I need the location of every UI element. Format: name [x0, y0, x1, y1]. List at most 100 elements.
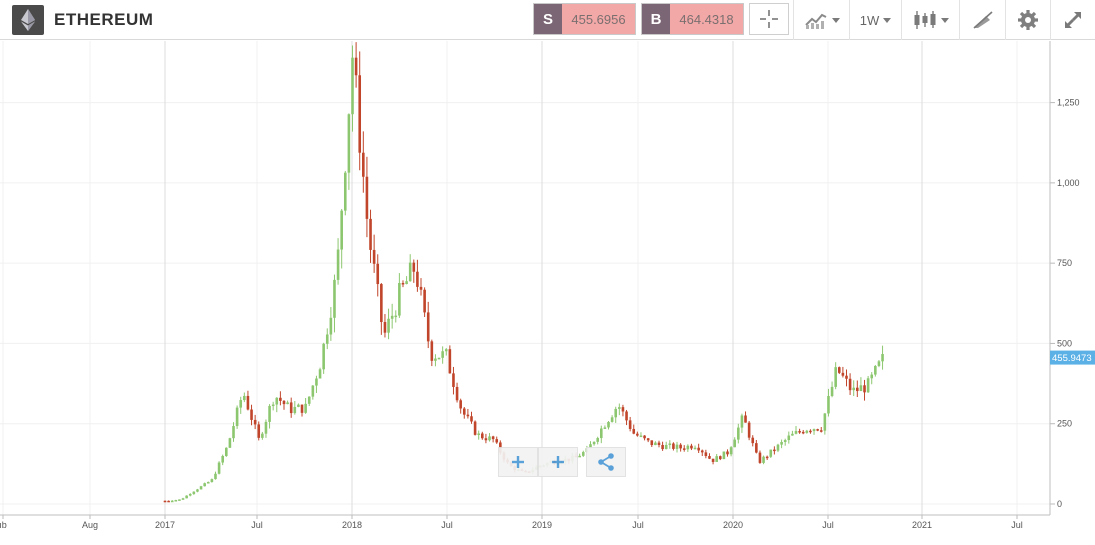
- interval-selector[interactable]: 1W: [849, 0, 901, 40]
- candle: [690, 443, 693, 451]
- candle-body: [769, 449, 773, 457]
- candle: [423, 287, 426, 317]
- candle: [206, 481, 210, 484]
- candle-body: [718, 456, 722, 460]
- candle: [430, 339, 434, 367]
- candle-body: [874, 365, 877, 375]
- x-tick-label: Aug: [82, 520, 98, 530]
- candle: [610, 415, 614, 423]
- buy-label: B: [642, 4, 670, 34]
- sell-button[interactable]: S 455.6956: [533, 3, 636, 35]
- candle: [816, 428, 819, 432]
- candle: [596, 436, 599, 445]
- candle-body: [722, 451, 726, 460]
- candle: [228, 437, 232, 449]
- candlestick-chart[interactable]: 0 250 500 750 1,000 1,250 ıb Aug 2017 Jul 2018 Jul 2…: [0, 41, 1095, 540]
- candle-body: [744, 415, 747, 423]
- candle-body: [733, 439, 737, 448]
- candle-body: [848, 378, 852, 391]
- price-chart[interactable]: 0 250 500 750 1,000 1,250 ıb Aug 2017 Jul 2018 Jul 2…: [0, 41, 1095, 540]
- candle: [365, 156, 369, 238]
- candle-body: [185, 495, 188, 499]
- candle-body: [358, 75, 362, 153]
- candle-body: [740, 415, 744, 428]
- crosshair-button[interactable]: [749, 3, 789, 35]
- candle: [376, 254, 380, 297]
- candle-body: [412, 262, 416, 272]
- candle-body: [668, 443, 672, 445]
- candle: [268, 404, 271, 429]
- candle: [679, 443, 682, 452]
- candle-body: [675, 444, 679, 449]
- candle: [192, 491, 196, 495]
- x-tick-label: Jul: [441, 520, 453, 530]
- candle-body: [704, 452, 708, 457]
- candle: [726, 449, 729, 457]
- candle: [614, 406, 618, 423]
- buy-button[interactable]: B 464.4318: [641, 3, 744, 35]
- candle-body: [340, 210, 343, 250]
- candle-body: [834, 367, 837, 387]
- candle-body: [408, 262, 412, 282]
- candle-body: [300, 404, 304, 413]
- candle: [408, 254, 412, 282]
- zoom-in-button[interactable]: [538, 447, 578, 477]
- candle-body: [819, 430, 823, 432]
- candle-body: [354, 57, 358, 76]
- candle-body: [199, 486, 203, 490]
- candle-body: [286, 402, 289, 405]
- candle: [657, 440, 661, 448]
- candle-body: [488, 436, 491, 441]
- candle: [729, 446, 733, 457]
- candle-body: [610, 417, 614, 422]
- candle-body: [646, 438, 650, 441]
- candle-body: [715, 456, 718, 462]
- candle: [769, 449, 773, 458]
- candle: [776, 443, 780, 453]
- candle-body: [390, 315, 394, 319]
- candle: [773, 446, 776, 455]
- share-controls: [586, 447, 626, 477]
- candle: [275, 397, 279, 413]
- candle-body: [682, 448, 686, 450]
- candle: [715, 453, 718, 462]
- candle: [239, 396, 243, 414]
- candle: [336, 238, 340, 285]
- expand-button[interactable]: [1050, 0, 1095, 40]
- indicators-button[interactable]: [793, 0, 849, 40]
- candle: [434, 354, 437, 367]
- candle: [383, 314, 387, 338]
- candle: [744, 411, 747, 423]
- share-button[interactable]: [586, 447, 626, 477]
- candle-body: [206, 482, 210, 484]
- candle: [394, 310, 398, 323]
- candle: [473, 420, 477, 436]
- candle-body: [589, 444, 592, 449]
- candle: [347, 113, 351, 190]
- settings-button[interactable]: [1005, 0, 1049, 40]
- candle: [405, 276, 408, 285]
- candle: [780, 439, 783, 449]
- chart-toolbar: ETHEREUM S 455.6956 B 464.4318 1W: [0, 0, 1095, 40]
- candle: [484, 433, 488, 444]
- candle-body: [830, 386, 834, 397]
- candle: [289, 397, 293, 418]
- candle: [224, 447, 228, 457]
- ethereum-logo-icon: [12, 5, 44, 35]
- crosshair-icon: [760, 10, 778, 28]
- x-tick-label: 2021: [912, 520, 932, 530]
- zoom-out-button[interactable]: [498, 447, 538, 477]
- drawing-tools-button[interactable]: [959, 0, 1005, 40]
- candle-body: [625, 411, 628, 421]
- candle-body: [751, 437, 755, 444]
- candle-body: [481, 433, 484, 439]
- candle: [250, 404, 253, 426]
- candle: [372, 234, 376, 273]
- x-tick-label: 2019: [532, 520, 552, 530]
- chart-type-button[interactable]: [901, 0, 959, 40]
- candle-body: [762, 456, 765, 463]
- candle: [462, 407, 466, 419]
- candle-body: [737, 427, 740, 440]
- candle: [682, 445, 686, 452]
- x-tick-label: 2020: [723, 520, 743, 530]
